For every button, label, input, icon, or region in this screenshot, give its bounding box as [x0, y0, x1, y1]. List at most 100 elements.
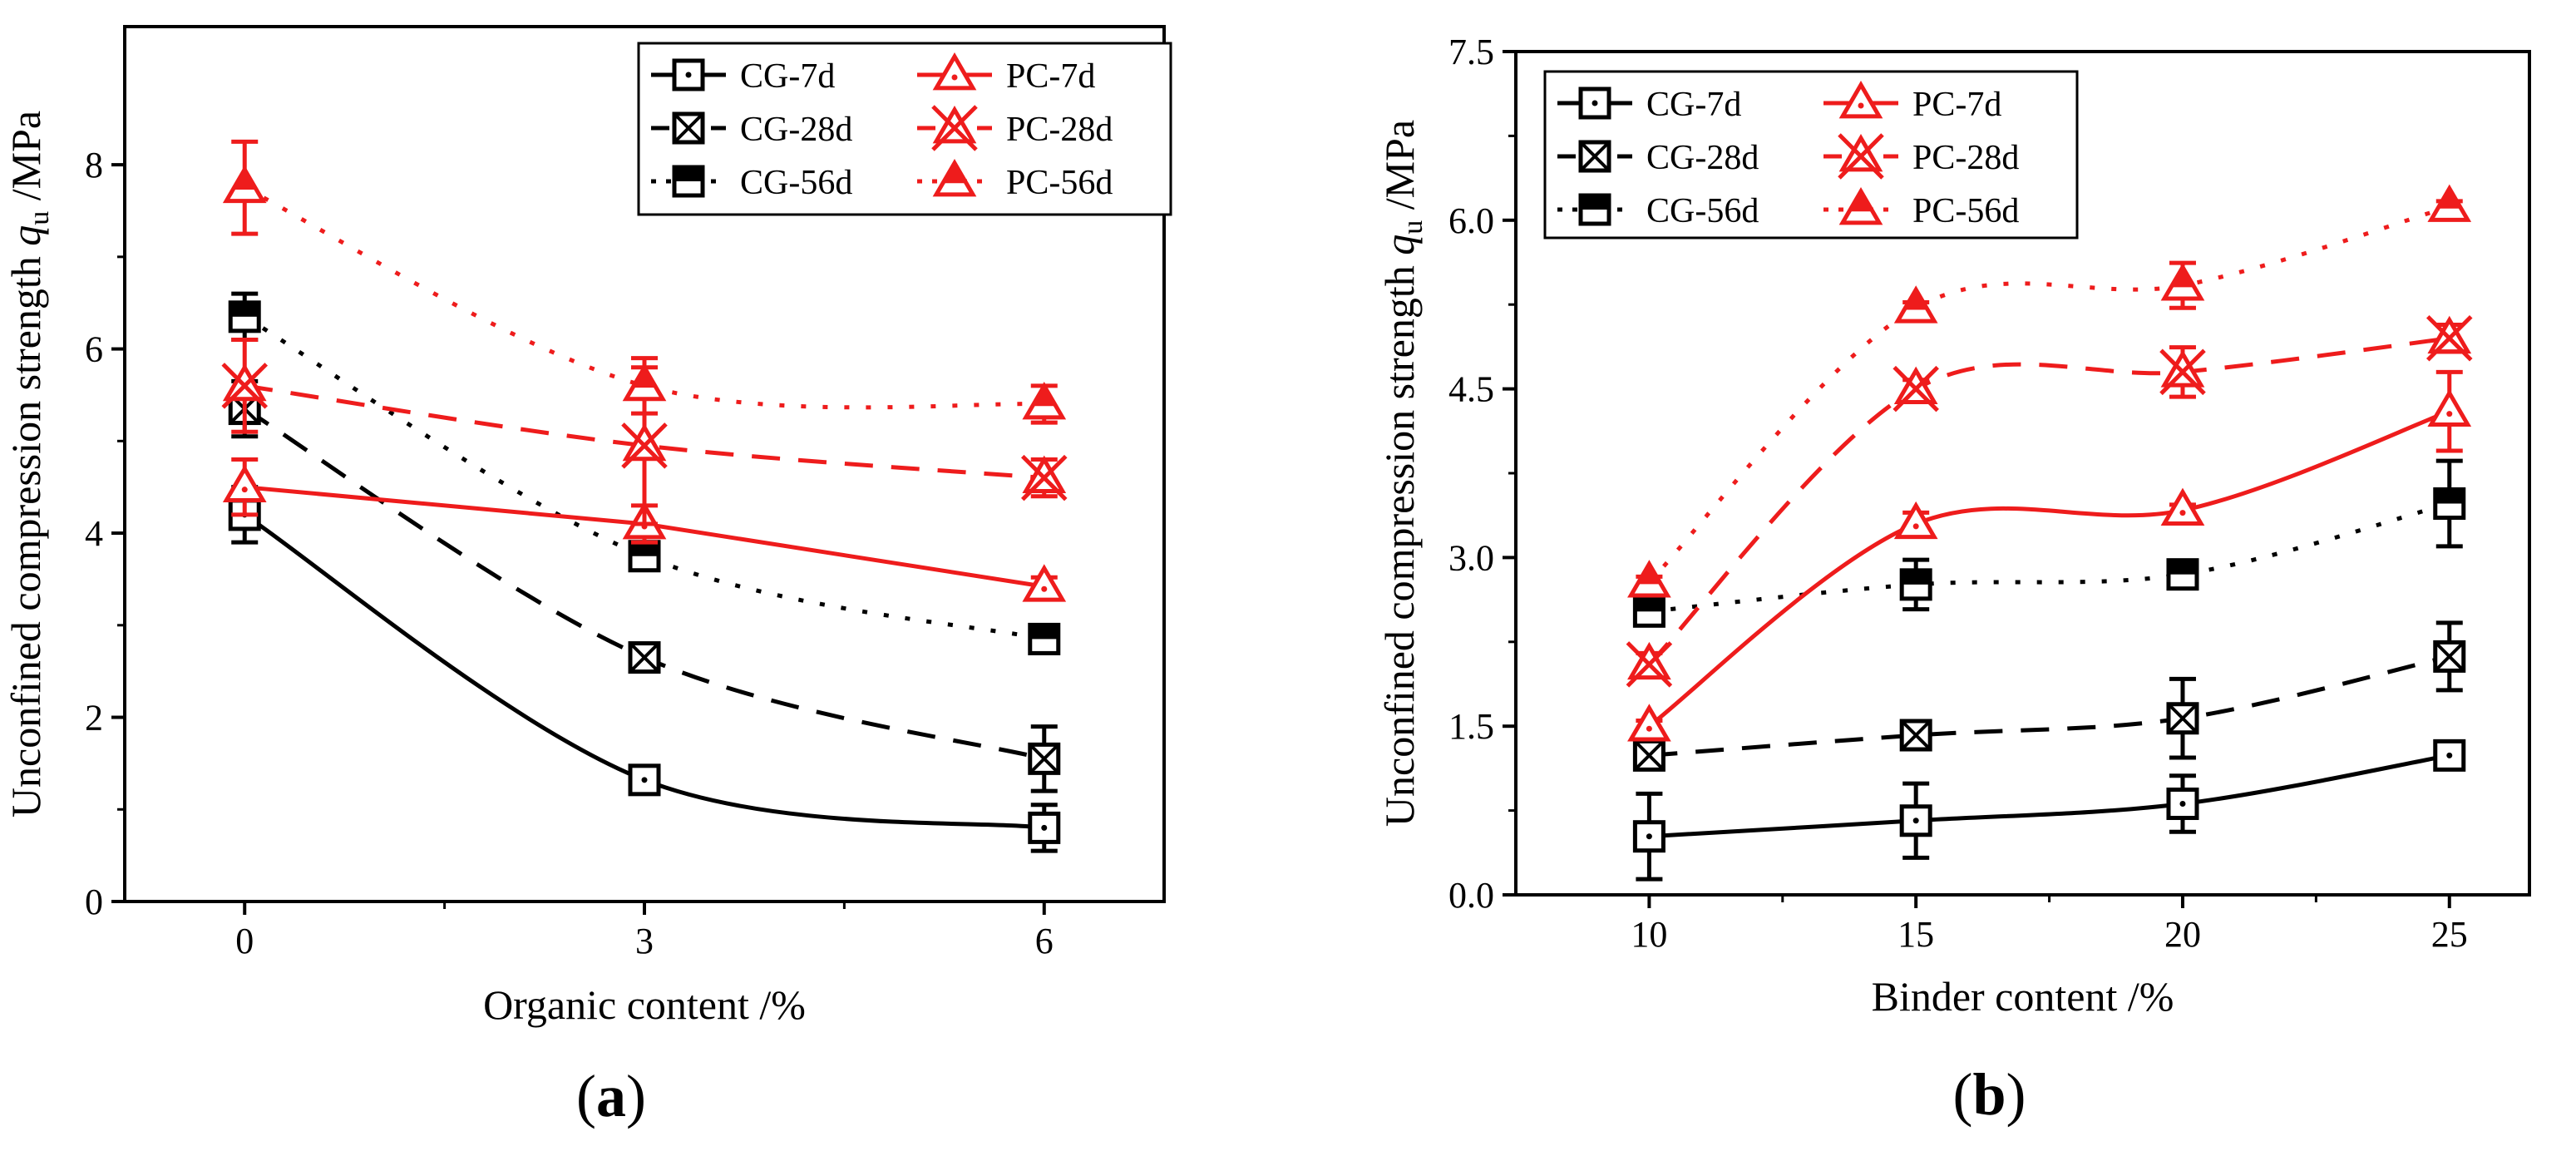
y-tick-label: 0.0: [1448, 875, 1494, 916]
legend-item: PC-7d: [1823, 81, 2001, 124]
series-PC-28d: [1626, 314, 2473, 688]
data-point: [628, 763, 661, 797]
data-point: [2427, 388, 2472, 427]
data-point: [1899, 719, 1932, 752]
data-point: [1627, 704, 1671, 742]
legend-label: PC-7d: [1006, 57, 1095, 96]
y-axis-label-sub: u: [1398, 220, 1429, 235]
y-axis-label: Unconfined compression strength qu /MPa: [1376, 120, 1429, 827]
x-tick-label: 25: [2431, 914, 2468, 955]
data-point: [1632, 739, 1666, 772]
legend-marker: [1557, 86, 1632, 120]
legend-label: CG-7d: [740, 57, 835, 96]
series-line: [1647, 336, 2450, 666]
series-CG-56d: [1632, 458, 2466, 628]
legend-item: PC-7d: [917, 52, 1095, 96]
x-ticks: 10 15 20 25: [1631, 895, 2468, 955]
legend-marker: [651, 165, 726, 198]
panel-label: (a): [576, 1063, 646, 1129]
data-point: [2166, 787, 2199, 820]
data-point: [1632, 595, 1666, 628]
legend-marker: [1823, 133, 1898, 180]
data-point: [1893, 501, 1938, 540]
data-point: [222, 165, 267, 204]
legend-item: PC-28d: [917, 105, 1113, 151]
y-tick-label: 2: [85, 698, 103, 739]
y-tick-label: 1.5: [1448, 706, 1494, 747]
panel-label-close: ): [626, 1063, 646, 1129]
y-axis-label-var: q: [1376, 235, 1423, 255]
y-tick-label: 6: [85, 329, 103, 370]
series-line: [1649, 753, 2450, 839]
legend-label: PC-28d: [1912, 139, 2019, 177]
legend: CG-7d CG-28d CG-56d PC-7d PC-28d PC-56d: [637, 42, 1172, 216]
data-point: [622, 363, 667, 402]
y-ticks: 0 2 4 6 8: [85, 145, 125, 922]
series-line: [244, 185, 1044, 410]
x-tick-label: 20: [2164, 914, 2201, 955]
legend-item: CG-28d: [651, 111, 852, 149]
data-point: [2160, 263, 2205, 301]
y-tick-label: 4: [85, 513, 103, 554]
series-PC-56d: [1627, 184, 2472, 598]
legend-marker: [917, 159, 992, 197]
legend-label: PC-56d: [1006, 164, 1113, 202]
y-tick-label: 3.0: [1448, 537, 1494, 578]
data-point: [2433, 487, 2466, 521]
data-point: [628, 540, 661, 573]
x-tick-label: 10: [1631, 914, 1667, 955]
data-point: [1899, 804, 1932, 837]
panel-label-letter: b: [1972, 1061, 2006, 1128]
data-point: [1899, 568, 1932, 601]
legend-label: CG-56d: [740, 164, 852, 202]
data-point: [1022, 382, 1067, 420]
series-PC-56d: [222, 139, 1067, 425]
chart-panel-b: 0.0 1.5 3.0 4.5 6.0 7.5 10 15 20 25 Binder content…: [1376, 32, 2531, 1128]
legend-label: CG-7d: [1646, 86, 1741, 124]
x-axis-label: Organic content /%: [483, 981, 806, 1028]
legend-label: PC-7d: [1912, 86, 2001, 124]
y-tick-label: 8: [85, 145, 103, 185]
panel-label: (b): [1952, 1061, 2026, 1128]
legend-label: CG-28d: [740, 111, 852, 149]
x-tick-label: 0: [235, 921, 254, 961]
data-point: [2159, 348, 2206, 396]
series-line: [244, 383, 1044, 481]
y-axis-label-var: q: [2, 225, 49, 246]
y-axis-label-unit: /MPa: [1376, 120, 1423, 220]
y-tick-label: 0: [85, 882, 103, 922]
y-tick-label: 6.0: [1448, 200, 1494, 241]
series-CG-7d: [1632, 739, 2466, 882]
x-axis-label: Binder content /%: [1872, 973, 2174, 1020]
series-line: [1647, 409, 2450, 729]
data-point: [2433, 640, 2466, 673]
data-point: [1893, 285, 1938, 324]
series-line: [1649, 654, 2450, 758]
data-point: [2166, 558, 2199, 591]
y-tick-label: 7.5: [1448, 32, 1494, 72]
data-point: [1028, 622, 1061, 655]
data-point: [1627, 560, 1671, 598]
legend-marker: [917, 105, 992, 151]
series-line: [1647, 205, 2450, 584]
series-PC-7d: [1627, 369, 2472, 742]
x-tick-label: 6: [1035, 921, 1054, 961]
chart-panel-a: 0 2 4 6 8 0 3 6 Organic content /% Unconfined com…: [2, 25, 1172, 1129]
data-point: [2425, 314, 2473, 362]
x-tick-label: 3: [635, 921, 654, 961]
series-line: [1649, 501, 2450, 614]
y-axis-label: Unconfined compression strength qu /MPa: [2, 111, 55, 818]
panel-label-open: (: [576, 1063, 596, 1129]
legend-marker: [1557, 140, 1632, 173]
x-ticks: 0 3 6: [235, 902, 1054, 961]
panel-label-open: (: [1952, 1061, 1972, 1128]
legend-marker: [1823, 187, 1898, 225]
data-point: [1028, 742, 1061, 775]
data-point: [2166, 702, 2199, 735]
y-axis-label-unit: /MPa: [2, 111, 49, 211]
y-axis-label-main: Unconfined compression strength: [1376, 255, 1423, 827]
data-point: [221, 363, 268, 409]
series-CG-7d: [228, 485, 1061, 853]
data-point: [1022, 564, 1067, 602]
